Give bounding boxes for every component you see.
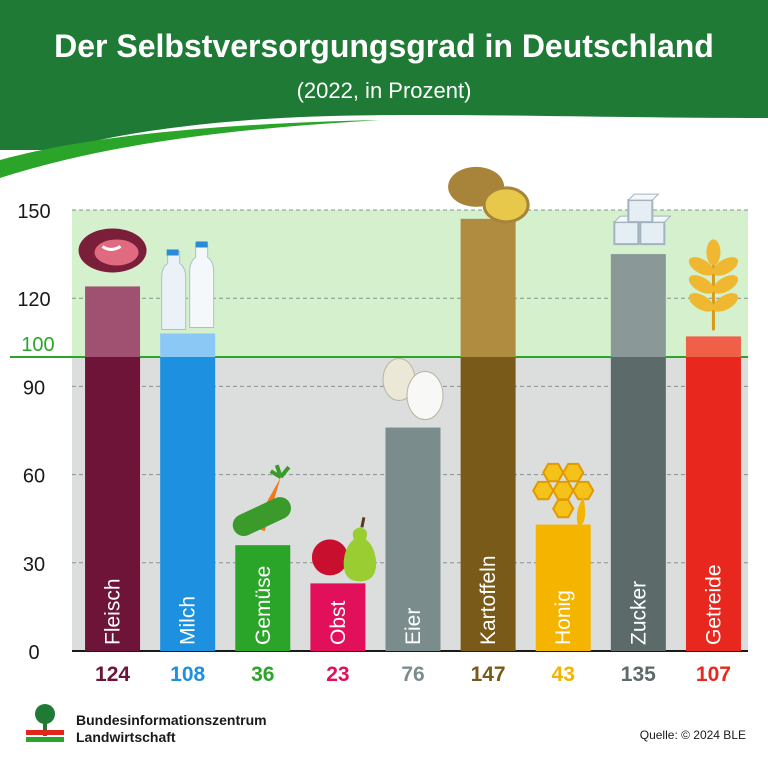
category-label: Getreide	[702, 564, 725, 645]
bar-honig	[535, 524, 591, 651]
bar-zucker	[610, 357, 666, 651]
bar-obst	[310, 583, 366, 651]
value-label: 107	[696, 663, 731, 686]
ble-logo-icon	[22, 700, 68, 746]
chart-subtitle: (2022, in Prozent)	[296, 78, 472, 103]
value-label: 23	[326, 663, 349, 686]
y-tick-label: 150	[17, 201, 50, 223]
bar-upper-milch	[160, 333, 216, 357]
fruit-icon	[311, 517, 377, 582]
header-accent-stripe	[0, 120, 380, 178]
org-name: Bundesinformationszentrum Landwirtschaft	[76, 712, 267, 746]
bar-kartoffeln	[460, 357, 516, 651]
bar-eier	[385, 427, 441, 651]
category-label: Kartoffeln	[477, 555, 500, 645]
y-tick-label: 60	[23, 466, 45, 488]
source-note: Quelle: © 2024 BLE	[639, 728, 746, 742]
sugar-cubes-icon	[613, 193, 672, 246]
bar-upper-kartoffeln	[460, 218, 516, 357]
category-label: Obst	[327, 600, 350, 645]
category-label: Fleisch	[102, 578, 125, 645]
org-name-line1: Bundesinformationszentrum	[76, 712, 267, 728]
value-label: 108	[170, 663, 205, 686]
value-label: 43	[552, 663, 575, 686]
chart-title: Der Selbstversorgungsgrad in Deutschland	[54, 28, 714, 64]
bar-upper-zucker	[610, 254, 666, 357]
bar-upper-getreide	[685, 336, 741, 357]
value-label: 147	[471, 663, 506, 686]
value-label: 135	[621, 663, 656, 686]
bar-upper-fleisch	[85, 286, 141, 357]
bar-milch	[160, 357, 216, 651]
meat-icon	[78, 228, 147, 273]
category-label: Honig	[552, 590, 575, 645]
reference-line-label: 100	[21, 334, 54, 356]
category-label: Zucker	[627, 581, 650, 645]
honeycomb-icon	[532, 462, 595, 526]
potatoes-icon	[448, 166, 530, 224]
bar-getreide	[685, 357, 741, 651]
y-tick-label: 90	[23, 377, 45, 399]
category-label: Milch	[177, 596, 200, 645]
milk-bottles-icon	[161, 241, 215, 330]
org-name-line2: Landwirtschaft	[76, 729, 176, 745]
value-label: 36	[251, 663, 274, 686]
y-tick-label: 0	[28, 642, 39, 664]
vegetables-icon	[232, 464, 291, 537]
wheat-icon	[688, 239, 739, 331]
bar-gemüse	[235, 545, 291, 651]
eggs-icon	[382, 358, 444, 421]
value-label: 76	[401, 663, 424, 686]
category-label: Eier	[402, 608, 425, 645]
category-label: Gemüse	[252, 566, 275, 645]
value-label: 124	[95, 663, 130, 686]
bar-fleisch	[85, 357, 141, 651]
y-tick-label: 120	[17, 289, 50, 311]
y-tick-label: 30	[23, 554, 45, 576]
